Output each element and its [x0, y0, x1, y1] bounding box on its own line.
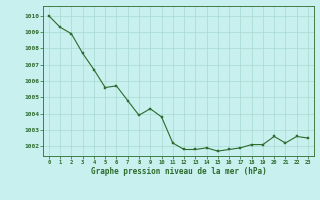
- X-axis label: Graphe pression niveau de la mer (hPa): Graphe pression niveau de la mer (hPa): [91, 167, 266, 176]
